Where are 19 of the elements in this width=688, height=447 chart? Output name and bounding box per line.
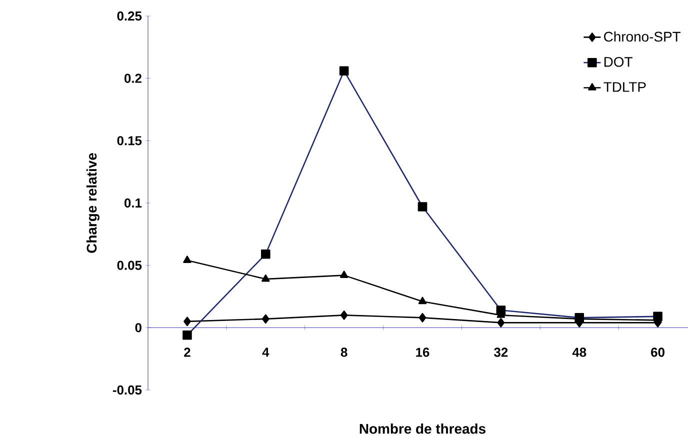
legend-label: TDLTP [604, 82, 646, 92]
x-tick-label: 48 [572, 348, 586, 357]
x-tick-label: 32 [494, 348, 508, 357]
y-tick-label: 0.1 [124, 198, 142, 208]
y-tick-label: -0.05 [112, 385, 142, 395]
legend-label: DOT [604, 56, 632, 67]
legend-label: Chrono-SPT [604, 31, 681, 42]
x-tick-label: 16 [416, 348, 430, 357]
x-axis-title: Nombre de threads [360, 424, 486, 434]
y-tick-label: 0.2 [124, 74, 142, 83]
y-tick-label: 0.05 [117, 260, 142, 270]
y-tick-label: 0.25 [117, 11, 142, 21]
x-tick-label: 8 [340, 348, 348, 357]
x-tick-label: 2 [184, 348, 190, 357]
x-tick-label: 60 [651, 348, 664, 357]
y-tick-label: 0 [135, 323, 142, 332]
y-tick-label: 0.15 [117, 136, 142, 146]
x-tick-label: 4 [262, 348, 270, 357]
y-axis-title: Charge relative [86, 153, 100, 253]
